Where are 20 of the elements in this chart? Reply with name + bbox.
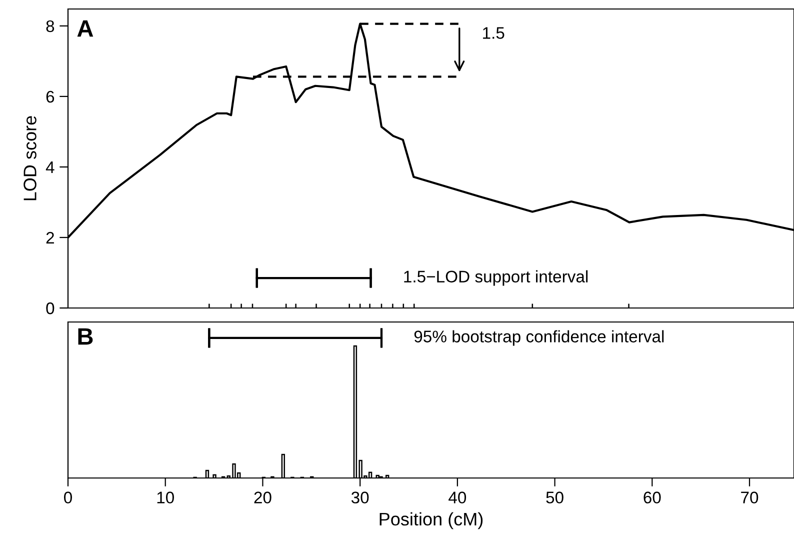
annotation: A [77, 20, 94, 37]
y-tick-label: 6 [46, 90, 54, 103]
x-tick-label: 40 [448, 492, 466, 504]
x-axis-title: Position (cM) [380, 512, 483, 530]
annotation: B [78, 328, 93, 345]
annotation: 1.5 [483, 27, 504, 39]
annotation: 1.5−LOD support interval [404, 270, 588, 286]
x-tick-label: 0 [64, 492, 72, 504]
x-tick-label: 50 [546, 492, 564, 504]
y-axis-title: LOD score [24, 116, 36, 200]
y-tick-label: 0 [46, 302, 54, 314]
x-tick-label: 70 [741, 492, 758, 504]
y-tick-label: 4 [46, 162, 54, 173]
y-tick-label: 8 [46, 20, 54, 32]
x-tick-label: 20 [254, 492, 272, 504]
annotation: 95% bootstrap confidence interval [414, 330, 664, 346]
y-tick-label: 2 [46, 232, 54, 244]
x-tick-label: 60 [644, 492, 661, 504]
x-tick-label: 30 [351, 492, 369, 504]
x-tick-label: 10 [157, 492, 174, 504]
